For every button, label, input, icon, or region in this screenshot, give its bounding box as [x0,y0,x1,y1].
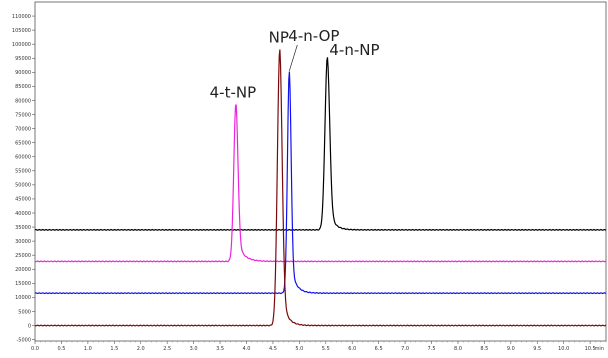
x-axis-ticks: 0.0 0.5 1.0 1.5 2.0 2.5 3.0 3.5 4.0 4.5 5.0 5.5 6.0 6… [31,341,607,352]
x-tick-label: 9.0 [507,346,515,352]
y-tick-label: 90000 [15,70,31,76]
y-tick-label: 30000 [15,239,31,245]
y-tick-label: 80000 [15,98,31,104]
leader-line [288,44,298,72]
y-tick-label: 65000 [15,140,31,146]
y-tick-label: 10000 [15,295,31,301]
x-tick-label: 0.0 [31,346,39,352]
x-tick-label: 3.0 [190,346,198,352]
x-tick-label: 2.0 [137,346,145,352]
y-tick-label: 110000 [12,14,31,20]
x-tick-label: 10.5 [585,346,596,352]
x-tick-label: 1.0 [84,346,92,352]
x-tick-label: 10.0 [558,346,569,352]
x-tick-label: 5.0 [295,346,303,352]
x-tick-label: 6.5 [375,346,383,352]
y-tick-label: 0 [28,323,31,329]
y-tick-label: 15000 [15,281,31,287]
y-tick-label: 45000 [15,197,31,203]
x-tick-label: 7.5 [428,346,436,352]
series-lines [34,49,607,327]
y-tick-label: 70000 [15,126,31,132]
y-tick-label: 85000 [15,84,31,90]
plot-frame [34,1,607,342]
y-tick-label: 50000 [15,183,31,189]
y-tick-label: 60000 [15,155,31,161]
peak-label: 4-t-NP [210,83,257,101]
peak-label: 4-n-NP [329,41,379,59]
series-trace-1 [34,57,607,231]
y-tick-label: -5000 [16,337,31,343]
y-axis-ticks: -5000 0 5000 10000 15000 20000 25000 30000 35000… [12,14,35,343]
x-tick-label: 8.0 [454,346,462,352]
y-tick-label: 105000 [12,28,31,34]
x-tick-label: 1.5 [110,346,118,352]
x-tick-label: 5.5 [322,346,330,352]
y-tick-label: 20000 [15,267,31,273]
y-tick-label: 75000 [15,112,31,118]
x-tick-label: 4.0 [243,346,251,352]
y-tick-label: 40000 [15,211,31,217]
x-tick-label: 2.5 [163,346,171,352]
peak-label: 4-n-OP [288,27,339,45]
x-tick-label: 0.5 [57,346,65,352]
x-tick-label: 6.0 [348,346,356,352]
peak-annotations: 4-t-NP NP 4-n-OP4-n-NP [210,27,380,101]
x-tick-label: 9.5 [533,346,541,352]
y-tick-label: 25000 [15,253,31,259]
y-tick-label: 35000 [15,225,31,231]
peak-label: NP [269,28,289,46]
series-trace-3 [34,71,607,295]
series-trace-4 [34,49,607,327]
x-tick-label: 7.0 [401,346,409,352]
series-trace-2 [34,104,607,263]
y-tick-label: 100000 [12,42,31,48]
x-tick-label: 8.5 [480,346,488,352]
y-tick-label: 55000 [15,169,31,175]
y-tick-label: 95000 [15,56,31,62]
y-tick-label: 5000 [18,309,31,315]
x-tick-label: 4.5 [269,346,277,352]
x-axis-label: min [595,346,604,352]
x-tick-label: 3.5 [216,346,224,352]
